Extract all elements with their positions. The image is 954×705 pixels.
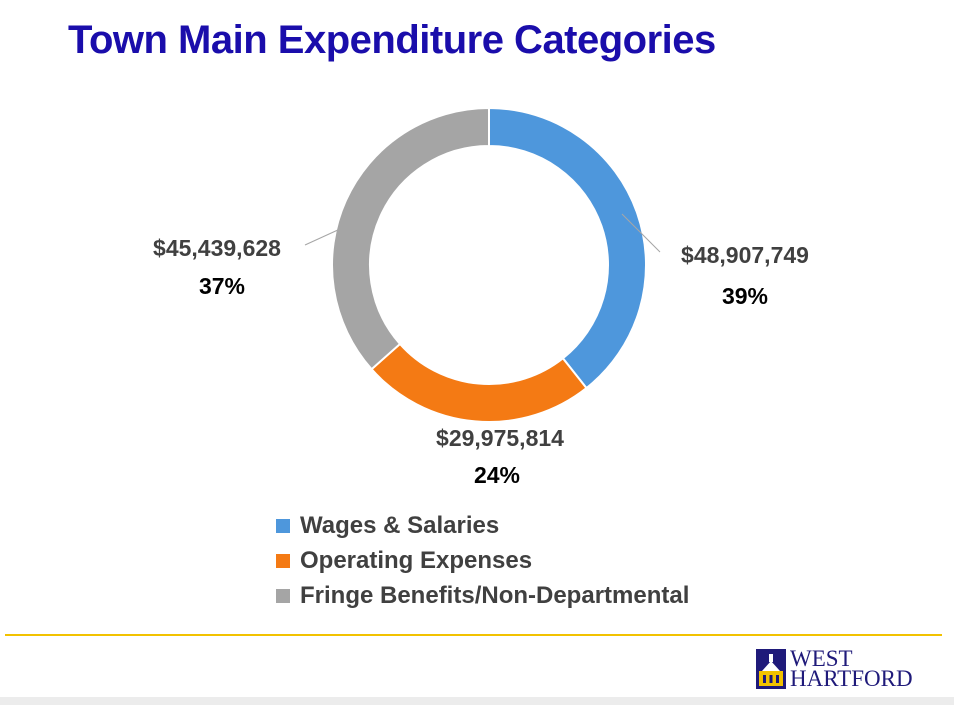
leader-line-wages [621,213,661,253]
donut-slices [331,106,647,423]
percent-label-fringe: 37% [199,273,245,299]
legend-label-fringe: Fringe Benefits/Non-Departmental [300,581,690,609]
west-hartford-logo: WEST HARTFORD [756,647,913,691]
footer-rule [5,634,942,636]
value-label-wages: $48,907,749 [681,242,809,268]
slice-wages [488,106,647,390]
leader-lines [304,213,661,253]
legend-item-wages: Wages & Salaries [276,508,689,543]
logo-line-1: WEST [790,646,853,671]
legend-swatch-wages [276,518,290,533]
value-label-fringe: $45,439,628 [153,235,281,261]
percent-label-operating: 24% [474,462,520,488]
donut-chart: $48,907,749 39% $29,975,814 24% $45,439,628 3… [153,106,809,488]
legend-label-wages: Wages & Salaries [300,511,500,539]
legend-label-operating: Operating Expenses [300,546,533,574]
slice-fringe [331,106,490,371]
percent-label-wages: 39% [722,283,768,309]
data-labels: $48,907,749 39% $29,975,814 24% $45,439,628 3… [153,235,809,488]
slide-title: Town Main Expenditure Categories [68,18,716,62]
footer-band [0,697,954,705]
legend-swatch-operating [276,553,290,568]
leader-line-fringe [304,228,341,246]
slice-operating [370,342,588,423]
value-label-operating: $29,975,814 [436,425,564,451]
legend-swatch-fringe [276,588,290,603]
town-hall-icon [756,649,786,689]
legend: Wages & Salaries Operating Expenses Frin… [276,508,689,613]
legend-item-fringe: Fringe Benefits/Non-Departmental [276,578,689,613]
logo-line-2: HARTFORD [790,666,913,691]
legend-item-operating: Operating Expenses [276,543,689,578]
